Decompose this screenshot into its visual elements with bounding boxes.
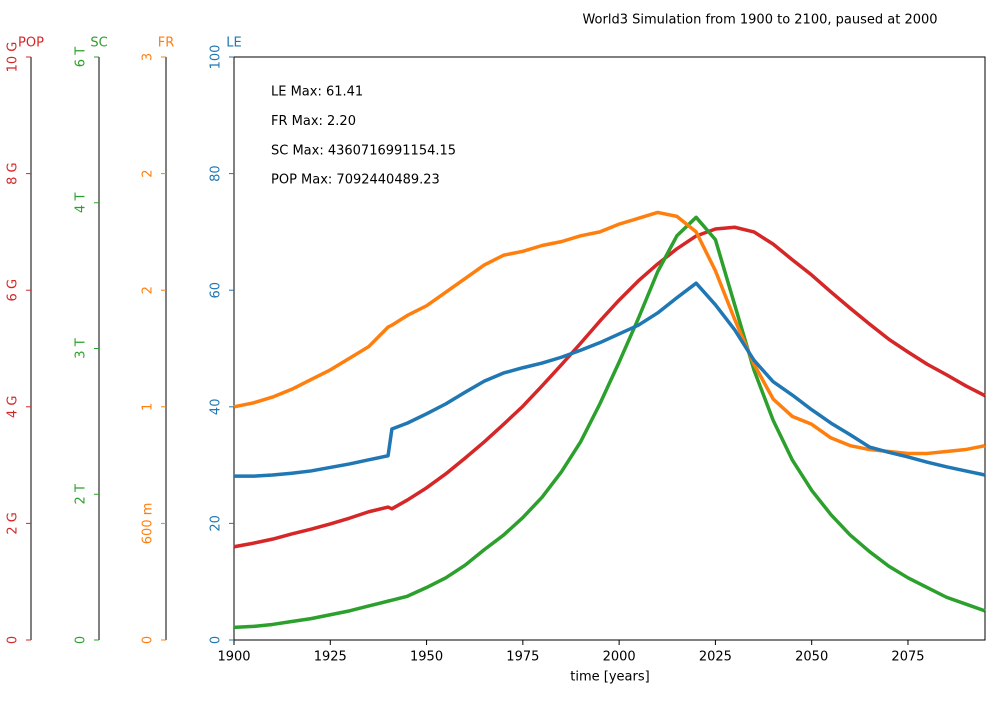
annotation: POP Max: 7092440489.23 <box>271 173 440 188</box>
y-tick-label: 6 T <box>74 47 89 67</box>
x-tick-label: 1975 <box>506 650 539 665</box>
y-tick-label: 1 <box>141 403 156 411</box>
y-tick-label: 100 <box>209 45 224 70</box>
y-tick-label: 60 <box>209 282 224 299</box>
chart-title: World3 Simulation from 1900 to 2100, pau… <box>582 13 937 28</box>
y-tick-label: 2 <box>141 286 156 294</box>
series-line <box>233 225 986 549</box>
y-tick-label: 8 G <box>6 162 21 184</box>
y-tick-label: 3 <box>141 53 156 61</box>
x-tick-label: 1900 <box>217 650 250 665</box>
x-tick-label: 2000 <box>603 650 636 665</box>
y-tick-label: 20 <box>209 515 224 532</box>
y-tick-label: 0 <box>141 636 156 644</box>
y-tick-label: 4 T <box>74 193 89 213</box>
y-tick-label: 2 T <box>74 484 89 504</box>
annotation: LE Max: 61.41 <box>271 85 363 100</box>
x-tick-label: 2025 <box>699 650 732 665</box>
axis-name: FR <box>158 36 175 51</box>
annotation: FR Max: 2.20 <box>271 114 356 129</box>
axis-name: LE <box>226 36 241 51</box>
y-tick-label: 0 <box>6 636 21 644</box>
series-line <box>233 215 986 630</box>
y-tick-label: 2 G <box>6 512 21 534</box>
y-tick-label: 10 G <box>6 42 21 73</box>
x-tick-label: 2050 <box>795 650 828 665</box>
y-tick-label: 6 G <box>6 279 21 301</box>
x-tick-label: 1925 <box>314 650 347 665</box>
series-line <box>234 281 986 478</box>
y-tick-label: 0 <box>74 636 89 644</box>
y-tick-label: 40 <box>209 399 224 416</box>
y-tick-label: 0 <box>209 636 224 644</box>
plot-frame <box>233 56 986 641</box>
y-tick-label: 600 m <box>141 503 156 545</box>
x-tick-label: 1950 <box>410 650 443 665</box>
annotation: SC Max: 4360716991154.15 <box>271 143 456 158</box>
y-tick-label: 3 T <box>74 338 89 358</box>
axis-name: SC <box>90 36 107 51</box>
y-tick-label: 4 G <box>6 396 21 418</box>
series-line <box>233 210 986 456</box>
x-axis-label: time [years] <box>570 670 649 685</box>
axis-name: POP <box>18 36 44 51</box>
y-tick-label: 80 <box>209 165 224 182</box>
x-tick-label: 2075 <box>891 650 924 665</box>
y-tick-label: 2 <box>141 169 156 177</box>
